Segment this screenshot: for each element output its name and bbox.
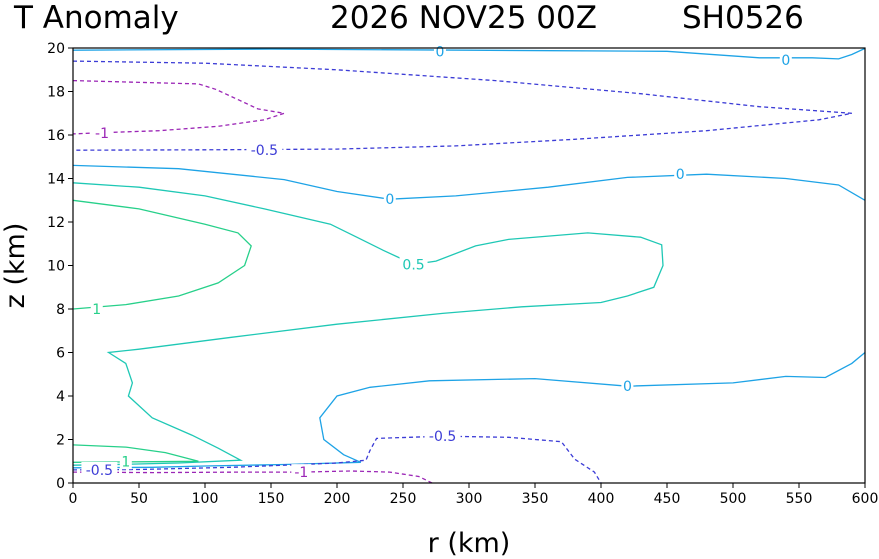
contour-label: 1 [92, 302, 101, 318]
chart-datetime-title: 2026 NOV25 00Z [330, 0, 597, 36]
y-tick-label: 2 [56, 433, 65, 449]
contour-label: 0 [781, 53, 790, 69]
x-tick-label: 550 [786, 491, 813, 507]
contour-label-background [399, 256, 428, 273]
y-tick-label: 12 [47, 215, 65, 231]
x-tick-label: 50 [130, 491, 148, 507]
contour-line [72, 164, 866, 201]
y-tick-label: 8 [56, 302, 65, 318]
x-tick-label: 500 [720, 491, 747, 507]
contour-line [72, 199, 252, 310]
contour-label: 0 [623, 379, 632, 395]
y-tick-label: 16 [47, 128, 65, 144]
x-tick-label: 200 [324, 491, 351, 507]
x-tick-label: 300 [456, 491, 483, 507]
contour-label-background [90, 301, 103, 317]
contour-line [72, 444, 199, 463]
y-tick-label: 20 [47, 41, 65, 57]
x-tick-label: 100 [192, 491, 219, 507]
x-tick-label: 600 [852, 491, 879, 507]
chart-storm-id: SH0526 [682, 0, 804, 36]
contour-line [72, 60, 852, 151]
contour-line [72, 351, 866, 469]
x-tick-label: 400 [588, 491, 615, 507]
x-tick-label: 250 [390, 491, 417, 507]
y-tick-label: 4 [56, 389, 65, 405]
contour-label: 0.5 [402, 257, 424, 273]
x-tick-label: 450 [654, 491, 681, 507]
contour-label: -1 [95, 126, 109, 142]
contour-line [72, 435, 602, 484]
contour-line [72, 47, 866, 60]
contour-line [72, 182, 664, 466]
y-tick-label: 10 [47, 259, 65, 275]
contour-label-background [383, 191, 396, 208]
contour-label: 0 [435, 44, 444, 60]
x-axis-label: r (km) [428, 528, 511, 559]
contour-label-background [246, 142, 283, 159]
y-tick-label: 0 [56, 476, 65, 492]
contour-label-background [674, 166, 687, 183]
contour-label-background [81, 461, 118, 478]
contour-label: -0.5 [251, 143, 278, 159]
contour-lines [72, 47, 866, 484]
y-tick-label: 14 [47, 172, 65, 188]
y-tick-label: 6 [56, 346, 65, 362]
axis-ticks: 0 50 100 150 200 250 300 350 400 450 500 550 6000246… [47, 41, 878, 507]
contour-label-background [779, 51, 792, 68]
contour-label: -0.5 [429, 429, 456, 445]
contour-line [72, 470, 433, 484]
contour-label: 0 [385, 192, 394, 208]
contour-label-background [424, 428, 461, 445]
contour-label: -1 [294, 465, 308, 481]
contour-label-background [119, 453, 132, 470]
contour-labels: -1 -0.5 0 0 0 0 0.5 1 1 0 -0.5 -0.5 -1 [81, 43, 792, 481]
plot-frame [72, 47, 866, 484]
contour-label-background [621, 378, 634, 395]
contour-label-background [433, 43, 446, 60]
y-tick-label: 18 [47, 85, 65, 101]
x-tick-label: 350 [522, 491, 549, 507]
chart-variable-title: T Anomaly [14, 0, 179, 36]
contour-label-background [291, 464, 312, 481]
contour-label: 1 [121, 454, 130, 470]
y-axis-label: z (km) [0, 223, 31, 309]
x-tick-label: 150 [258, 491, 285, 507]
contour-label: -0.5 [86, 463, 113, 479]
contour-label: 0 [676, 167, 685, 183]
contour-label-background [92, 124, 113, 141]
x-tick-label: 0 [69, 491, 78, 507]
